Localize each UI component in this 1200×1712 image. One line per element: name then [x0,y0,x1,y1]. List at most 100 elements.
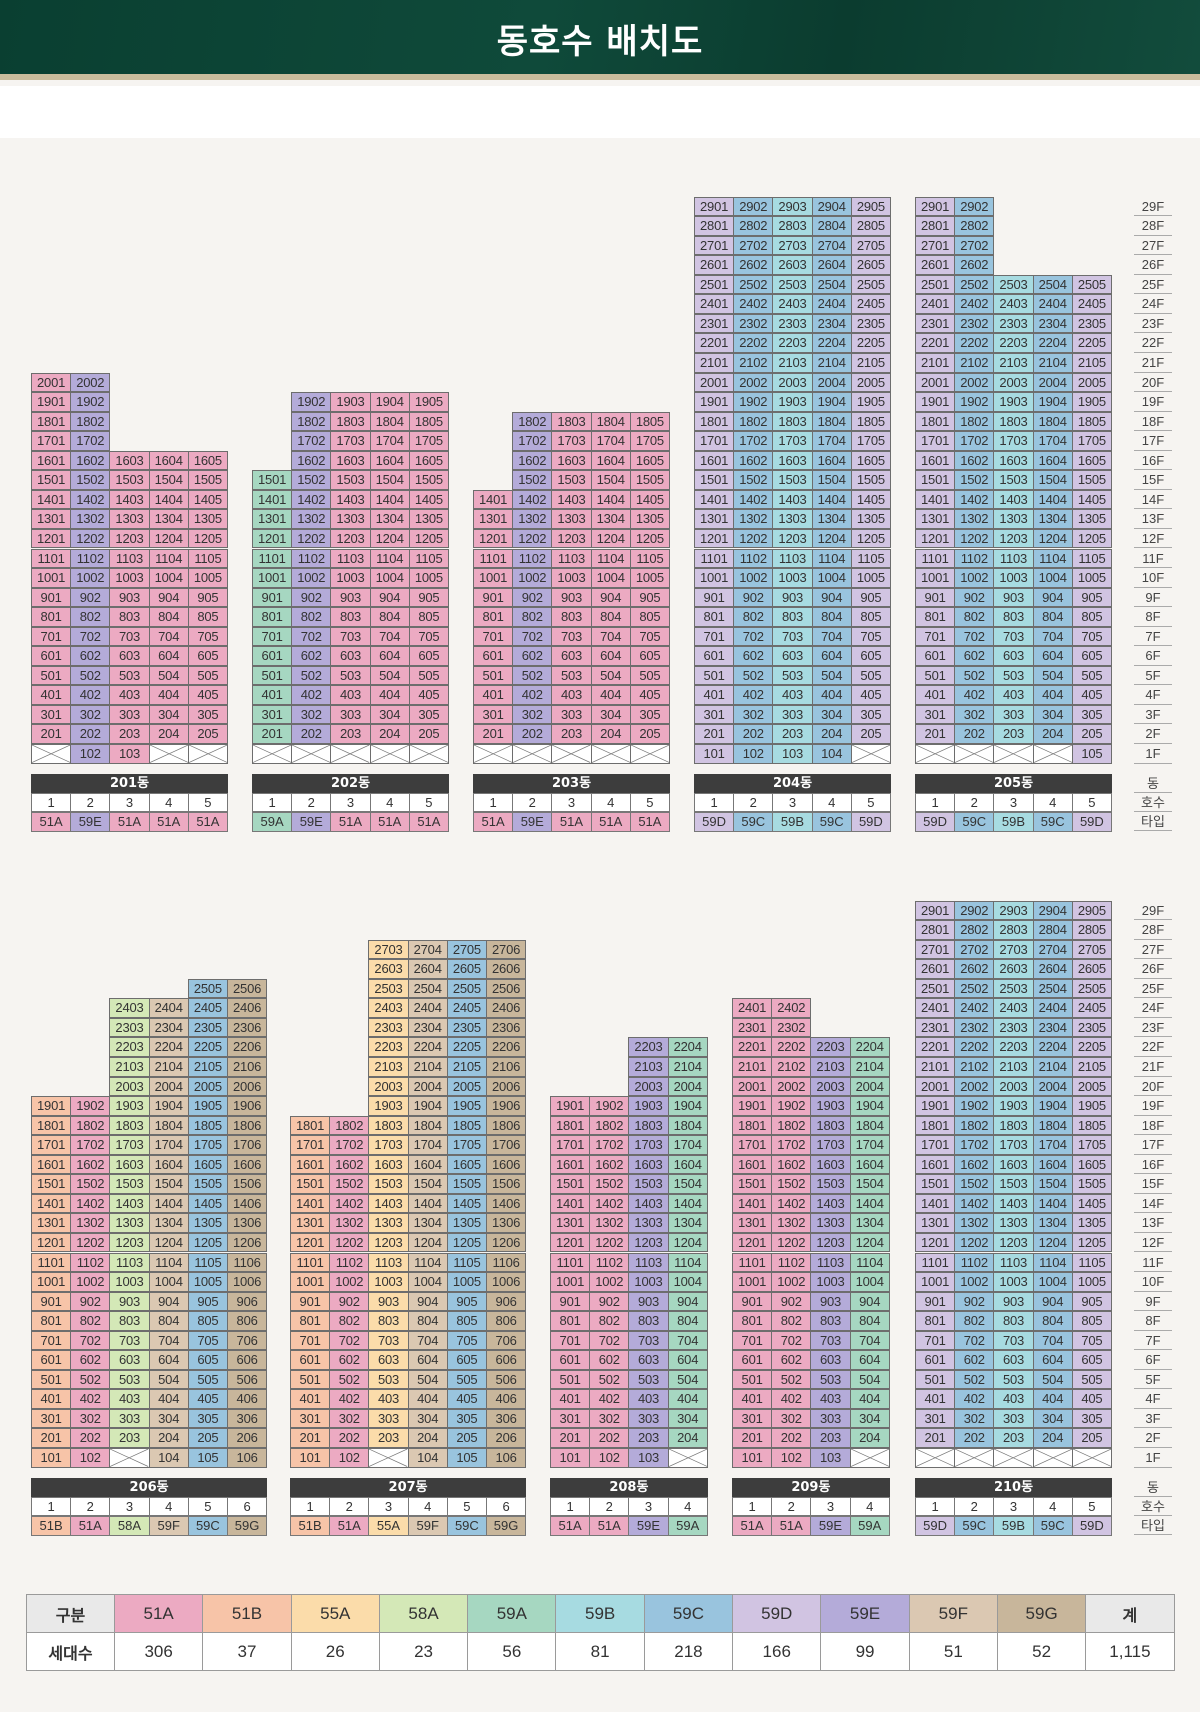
unit-number-cell: 4 [1032,1497,1073,1516]
unit-cell: 201 [290,1428,331,1448]
unit-cell: 1001 [915,1272,956,1292]
unit-cell: 103 [109,744,150,764]
unit-type-cell: 59A [667,1516,708,1536]
unit-cell: 1605 [408,450,449,471]
unit-cell: 1804 [407,1115,448,1136]
unit-cell: 2105 [187,1057,228,1077]
unit-cell: 1104 [369,548,410,568]
unit-cell: 1403 [772,489,813,510]
unit-cell: 804 [148,607,189,627]
unit-cell: 1502 [291,470,332,490]
unit-cell: 904 [667,1291,708,1312]
unit-cell: 1601 [550,1154,591,1175]
unit-cell: 1402 [291,489,332,510]
unit-cell: 1303 [993,509,1034,529]
unit-cell: 2203 [810,1037,851,1057]
unit-cell: 1204 [369,528,410,549]
unit-cell: 905 [629,587,670,608]
empty-unit-cell [915,744,956,764]
unit-cell: 1605 [850,450,891,471]
unit-cell: 1501 [915,1174,956,1194]
unit-cell: 2805 [850,216,891,236]
unit-cell: 1105 [187,548,228,568]
unit-cell: 1503 [551,470,592,490]
unit-cell: 501 [550,1369,591,1390]
unit-cell: 503 [330,665,371,686]
legend-type-59B: 59B [555,1594,645,1633]
unit-cell: 1604 [849,1154,890,1175]
unit-cell: 1203 [993,1232,1034,1253]
unit-cell: 704 [590,626,631,647]
unit-type-cell: 51A [330,812,371,832]
unit-cell: 1503 [330,470,371,490]
unit-type-cell: 59B [993,812,1034,832]
unit-cell: 501 [31,665,72,686]
unit-cell: 1804 [849,1115,890,1136]
unit-cell: 901 [915,587,956,608]
unit-cell: 2005 [446,1076,487,1097]
unit-cell: 2002 [733,372,774,393]
unit-cell: 1603 [628,1154,669,1175]
unit-cell: 103 [810,1448,851,1468]
unit-cell: 806 [486,1311,527,1331]
unit-cell: 405 [1071,685,1112,705]
unit-cell: 405 [850,685,891,705]
unit-cell: 1803 [810,1115,851,1136]
unit-type-cell: 55A [368,1516,409,1536]
unit-cell: 701 [31,626,72,647]
unit-cell: 1604 [369,450,410,471]
legend-type-58A: 58A [378,1594,469,1633]
unit-cell: 602 [70,1350,111,1370]
unit-number-cell: 1 [290,1497,331,1516]
floor-label: 16F [1134,1155,1172,1175]
unit-cell: 1604 [148,1154,189,1175]
unit-cell: 1305 [1071,509,1112,529]
unit-cell: 402 [733,685,774,705]
unit-cell: 302 [70,1408,111,1429]
unit-cell: 504 [1032,1369,1073,1390]
unit-cell: 902 [291,587,332,608]
unit-cell: 2104 [1032,353,1073,373]
floor-label: 20F [1134,373,1172,393]
unit-cell: 2003 [109,1076,150,1097]
unit-cell: 2403 [993,998,1034,1018]
unit-cell: 1802 [954,411,995,432]
unit-type-cell: 51A [187,812,228,832]
unit-cell: 1405 [187,1193,228,1214]
unit-cell: 1204 [811,528,852,549]
unit-cell: 2302 [954,313,995,334]
unit-cell: 1201 [732,1232,773,1253]
unit-cell: 404 [148,685,189,705]
unit-cell: 1006 [227,1272,268,1292]
unit-cell: 303 [330,704,371,725]
unit-cell: 401 [473,685,514,705]
unit-cell: 802 [954,607,995,627]
page-title: 동호수 배치도 [496,22,704,62]
unit-cell: 1202 [771,1232,812,1253]
unit-cell: 1402 [954,1193,995,1214]
unit-cell: 705 [408,626,449,647]
empty-unit-cell [291,744,332,764]
unit-cell: 1004 [148,568,189,588]
unit-cell: 1003 [772,568,813,588]
unit-cell: 1403 [368,1193,409,1214]
unit-cell: 1802 [771,1115,812,1136]
unit-cell: 2403 [368,998,409,1018]
floor-label: 27F [1134,236,1172,256]
unit-cell: 801 [31,607,72,627]
unit-cell: 602 [512,646,553,666]
unit-cell: 802 [329,1311,370,1331]
unit-cell: 905 [408,587,449,608]
unit-cell: 1204 [590,528,631,549]
unit-cell: 1005 [187,568,228,588]
unit-cell: 104 [407,1448,448,1468]
unit-cell: 201 [732,1428,773,1448]
unit-cell: 2703 [772,235,813,256]
unit-cell: 1602 [771,1154,812,1175]
unit-cell: 1604 [667,1154,708,1175]
unit-cell: 2205 [1071,333,1112,353]
floor-label: 22F [1134,333,1172,353]
unit-cell: 304 [667,1408,708,1429]
unit-cell: 1404 [148,1193,189,1214]
unit-cell: 1101 [31,1252,72,1272]
